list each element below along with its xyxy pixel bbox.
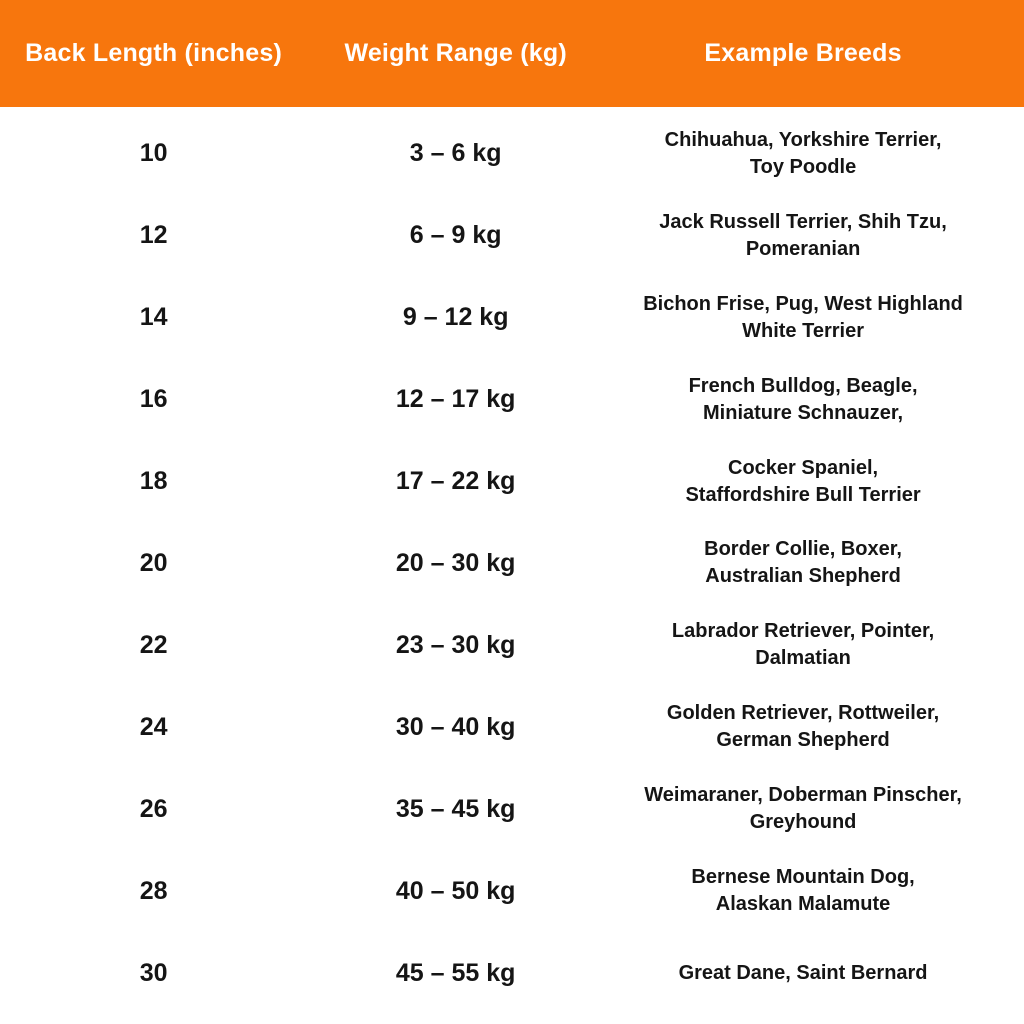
- example-breeds-value: Labrador Retriever, Pointer, Dalmatian: [671, 620, 935, 670]
- example-breeds-value: Great Dane, Saint Bernard: [678, 961, 928, 984]
- back-length-value: 16: [139, 385, 168, 414]
- table-row: 30 45 – 55 kg Great Dane, Saint Bernard: [0, 932, 1024, 1014]
- back-length-value: 18: [139, 467, 168, 496]
- example-breeds-value: Jack Russell Terrier, Shih Tzu, Pomerani…: [659, 210, 947, 260]
- example-breeds-value: Chihuahua, Yorkshire Terrier, Toy Poodle: [664, 128, 942, 178]
- back-length-value: 22: [139, 630, 168, 659]
- back-length-value: 12: [139, 221, 168, 250]
- back-length-value: 10: [139, 139, 168, 168]
- back-length-value: 30: [139, 958, 168, 987]
- table-row: 20 20 – 30 kg Border Collie, Boxer, Aust…: [0, 523, 1024, 605]
- table-row: 14 9 – 12 kg Bichon Frise, Pug, West Hig…: [0, 277, 1024, 359]
- weight-range-value: 6 – 9 kg: [409, 221, 502, 250]
- column-header-back-length: Back Length (inches): [25, 39, 282, 67]
- example-breeds-value: Weimaraner, Doberman Pinscher, Greyhound: [644, 784, 962, 834]
- example-breeds-value: Golden Retriever, Rottweiler, German She…: [666, 702, 940, 752]
- table-row: 16 12 – 17 kg French Bulldog, Beagle, Mi…: [0, 359, 1024, 441]
- weight-range-value: 20 – 30 kg: [395, 548, 516, 577]
- weight-range-value: 17 – 22 kg: [395, 467, 516, 496]
- column-header-example-breeds: Example Breeds: [704, 39, 902, 67]
- back-length-value: 26: [139, 794, 168, 823]
- weight-range-value: 9 – 12 kg: [402, 303, 509, 332]
- example-breeds-value: Cocker Spaniel, Staffordshire Bull Terri…: [685, 456, 921, 506]
- table-row: 18 17 – 22 kg Cocker Spaniel, Staffordsh…: [0, 441, 1024, 523]
- table-row: 28 40 – 50 kg Bernese Mountain Dog, Alas…: [0, 850, 1024, 932]
- back-length-value: 20: [139, 548, 168, 577]
- example-breeds-value: Bichon Frise, Pug, West Highland White T…: [643, 292, 963, 342]
- weight-range-value: 45 – 55 kg: [395, 958, 516, 987]
- back-length-value: 28: [139, 876, 168, 905]
- table-body: 10 3 – 6 kg Chihuahua, Yorkshire Terrier…: [0, 107, 1024, 1024]
- example-breeds-value: French Bulldog, Beagle, Miniature Schnau…: [688, 374, 918, 424]
- table-row: 12 6 – 9 kg Jack Russell Terrier, Shih T…: [0, 195, 1024, 277]
- weight-range-value: 30 – 40 kg: [395, 712, 516, 741]
- weight-range-value: 12 – 17 kg: [395, 385, 516, 414]
- column-header-weight-range: Weight Range (kg): [344, 39, 567, 67]
- table-row: 24 30 – 40 kg Golden Retriever, Rottweil…: [0, 686, 1024, 768]
- table-row: 26 35 – 45 kg Weimaraner, Doberman Pinsc…: [0, 768, 1024, 850]
- table-row: 22 23 – 30 kg Labrador Retriever, Pointe…: [0, 604, 1024, 686]
- back-length-value: 24: [139, 712, 168, 741]
- weight-range-value: 3 – 6 kg: [409, 139, 502, 168]
- weight-range-value: 40 – 50 kg: [395, 876, 516, 905]
- example-breeds-value: Border Collie, Boxer, Australian Shepher…: [704, 538, 902, 588]
- back-length-value: 14: [139, 303, 168, 332]
- weight-range-value: 35 – 45 kg: [395, 794, 516, 823]
- example-breeds-value: Bernese Mountain Dog, Alaskan Malamute: [691, 866, 915, 916]
- table-header: Back Length (inches) Weight Range (kg) E…: [0, 0, 1024, 107]
- weight-range-value: 23 – 30 kg: [395, 630, 516, 659]
- table-row: 10 3 – 6 kg Chihuahua, Yorkshire Terrier…: [0, 113, 1024, 195]
